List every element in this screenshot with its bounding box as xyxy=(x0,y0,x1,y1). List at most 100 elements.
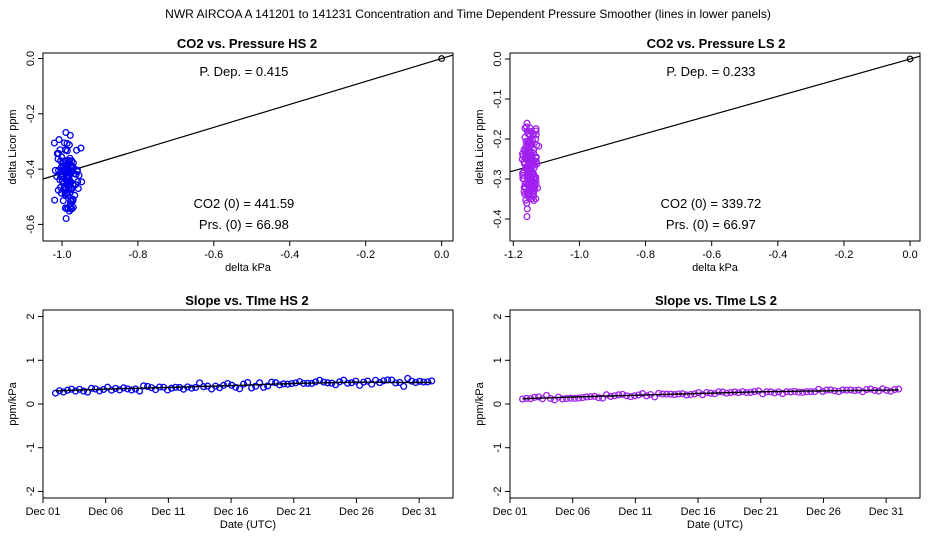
data-point xyxy=(66,162,74,170)
x-tick-label: Dec 06 xyxy=(88,506,123,518)
data-point xyxy=(380,377,388,385)
data-point xyxy=(312,378,320,386)
data-point xyxy=(61,204,69,212)
data-point xyxy=(567,394,575,402)
data-point xyxy=(74,184,82,193)
data-point xyxy=(531,161,539,169)
data-point xyxy=(55,136,63,144)
data-point xyxy=(57,153,66,161)
plot-frame xyxy=(509,52,921,242)
y-tick-label: -1 xyxy=(25,443,37,453)
data-point xyxy=(522,164,530,172)
plot-frame xyxy=(42,309,454,499)
data-point xyxy=(887,387,895,395)
x-tick-label: Dec 21 xyxy=(276,506,311,518)
x-tick-label: 0.0 xyxy=(434,249,449,261)
data-point xyxy=(523,205,531,213)
data-point xyxy=(524,152,532,160)
data-point xyxy=(188,384,196,392)
data-point xyxy=(532,135,540,143)
annotation-co2-zero: CO2 (0) = 339.72 xyxy=(660,196,761,211)
data-point xyxy=(59,388,68,396)
data-point xyxy=(518,155,526,163)
data-point xyxy=(527,140,536,148)
x-tick-label: -0.6 xyxy=(702,249,721,261)
data-point xyxy=(529,146,538,154)
data-point xyxy=(120,384,128,392)
x-axis-label: Date (UTC) xyxy=(220,519,276,531)
data-point xyxy=(296,378,304,386)
data-point xyxy=(57,168,65,176)
smoother-line xyxy=(55,381,432,392)
x-tick-label: Dec 11 xyxy=(618,506,652,518)
data-point xyxy=(526,174,534,182)
data-point xyxy=(252,382,260,390)
data-point xyxy=(108,386,116,394)
data-point xyxy=(603,391,611,399)
data-point xyxy=(799,388,807,396)
data-point xyxy=(88,384,96,392)
data-point xyxy=(571,394,579,402)
data-point xyxy=(50,139,58,147)
data-point xyxy=(524,191,532,199)
y-tick-label: -0.1 xyxy=(492,90,504,109)
annotation-pressure-dependence: P. Dep. = 0.233 xyxy=(666,64,755,79)
y-tick-label: -1 xyxy=(492,443,504,453)
data-point xyxy=(827,386,835,394)
data-point xyxy=(863,385,871,394)
data-point xyxy=(599,394,607,402)
y-tick-label: 0.0 xyxy=(492,51,504,66)
data-point xyxy=(68,205,76,213)
annotation-pressure-zero: Prs. (0) = 66.97 xyxy=(666,217,756,232)
panel-title: CO2 vs. Pressure HS 2 xyxy=(177,36,317,51)
data-point xyxy=(192,383,200,392)
data-point xyxy=(144,382,152,390)
x-tick-label: Dec 26 xyxy=(339,506,374,518)
data-point xyxy=(532,157,540,166)
plot-frame xyxy=(42,52,454,242)
y-axis-label: ppm/kPa xyxy=(474,381,486,425)
data-point xyxy=(519,171,527,179)
data-point xyxy=(57,189,65,197)
y-axis-label: delta Licor ppm xyxy=(7,109,19,184)
panel-title: Slope vs. TIme HS 2 xyxy=(185,293,309,308)
data-point xyxy=(66,178,74,187)
data-point xyxy=(795,388,803,396)
panel-title: Slope vs. TIme LS 2 xyxy=(655,293,777,308)
data-point xyxy=(69,197,77,205)
x-tick-label: -0.4 xyxy=(280,249,299,261)
x-axis-label: delta kPa xyxy=(225,262,272,274)
data-point xyxy=(595,394,603,402)
y-tick-label: 2 xyxy=(25,313,37,319)
fit-line xyxy=(509,55,921,173)
data-point xyxy=(61,146,70,154)
data-point xyxy=(268,378,276,386)
data-point xyxy=(276,381,284,389)
data-point xyxy=(771,389,779,397)
data-point xyxy=(116,386,124,394)
y-tick-label: 0 xyxy=(492,401,504,407)
data-point xyxy=(523,199,531,207)
y-tick-label: 1 xyxy=(492,357,504,363)
y-tick-label: -0.2 xyxy=(25,104,37,123)
x-tick-label: Dec 06 xyxy=(555,506,590,518)
data-point xyxy=(521,133,529,141)
data-point xyxy=(416,377,424,385)
x-tick-label: -0.2 xyxy=(356,249,375,261)
data-point xyxy=(62,129,70,137)
y-tick-label: -0.2 xyxy=(492,130,504,149)
panel-co2-pressure-hs: CO2 vs. Pressure HS 2 -1.0 -0.8 -0.6 -0.4 -0… xyxy=(7,36,454,274)
data-point xyxy=(168,384,176,392)
data-point xyxy=(615,391,623,399)
data-point xyxy=(67,183,75,191)
y-tick-label: -0.6 xyxy=(25,215,37,234)
data-point xyxy=(528,195,536,203)
data-point xyxy=(527,161,535,169)
y-tick-label: -2 xyxy=(25,487,37,497)
data-point xyxy=(535,142,543,150)
data-point xyxy=(400,382,408,390)
data-point xyxy=(559,395,567,403)
y-tick-label: 0 xyxy=(25,401,37,407)
annotation-pressure-zero: Prs. (0) = 66.98 xyxy=(199,217,289,232)
